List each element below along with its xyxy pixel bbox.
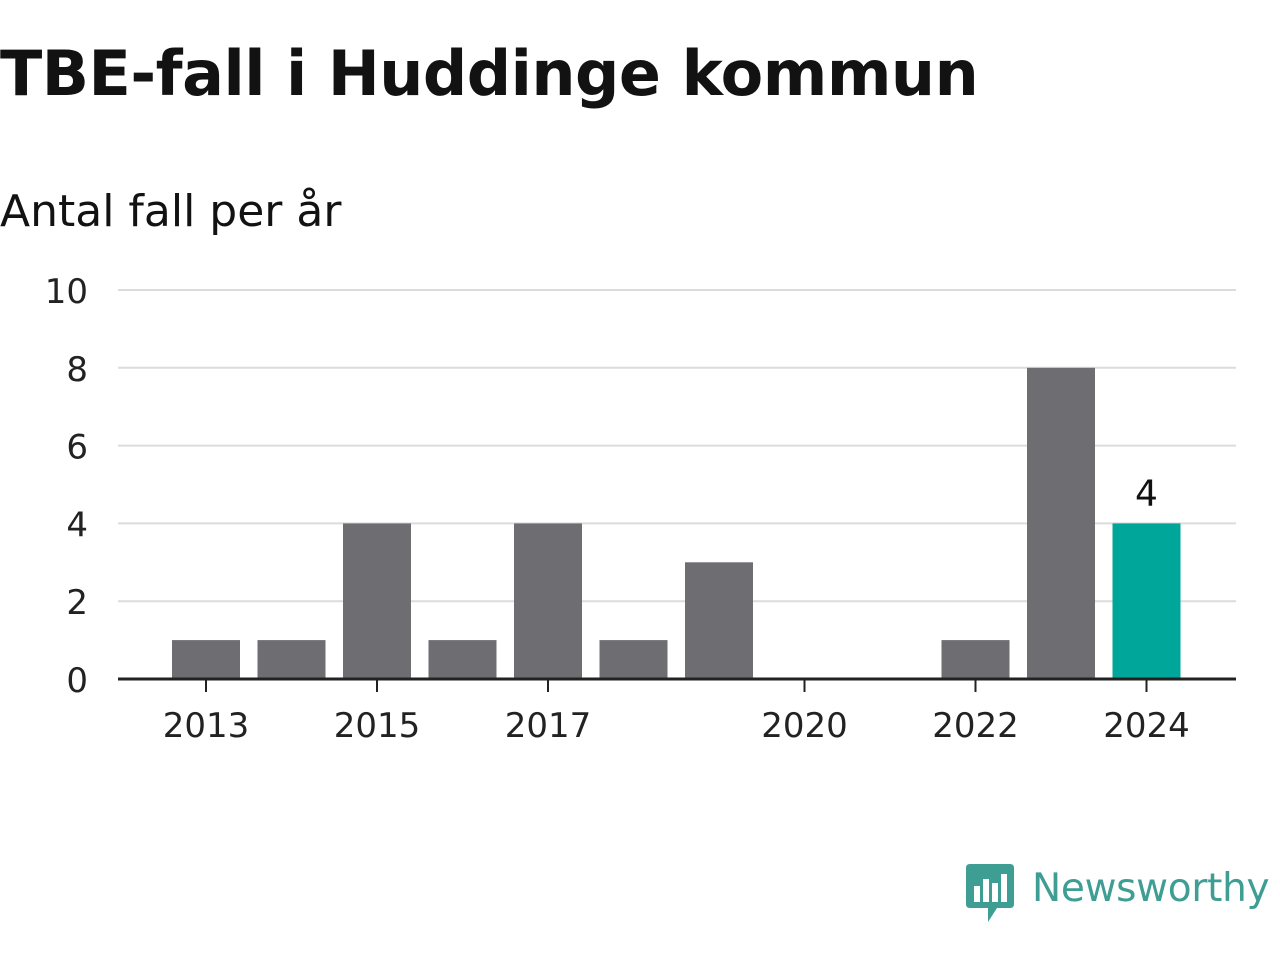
- logo-bar-1: [974, 886, 980, 902]
- logo-bar-3: [992, 883, 998, 902]
- bar: [428, 640, 497, 679]
- bar-highlight: [1112, 523, 1181, 679]
- x-tick-label: 2017: [505, 706, 592, 746]
- bar: [343, 523, 411, 679]
- data-label: 4: [1135, 473, 1158, 514]
- logo-bar-2: [983, 879, 989, 902]
- chart-title: TBE-fall i Huddinge kommun: [0, 37, 979, 110]
- bar: [257, 640, 326, 679]
- newsworthy-logo-icon: [966, 864, 1014, 922]
- y-tick-label: 4: [66, 505, 88, 545]
- y-tick-label: 2: [66, 583, 88, 623]
- bars: [172, 367, 1181, 679]
- x-tick-label: 2024: [1103, 706, 1190, 746]
- bar: [1027, 367, 1095, 679]
- chart-subtitle: Antal fall per år: [0, 186, 342, 237]
- bar: [514, 523, 582, 679]
- bar: [599, 640, 668, 679]
- bar: [685, 562, 753, 679]
- x-tick-label: 2015: [334, 706, 421, 746]
- brand-logo: Newsworthy: [964, 862, 1270, 926]
- x-tick-label: 2020: [761, 706, 848, 746]
- x-tick-label: 2022: [932, 706, 1019, 746]
- bar: [941, 640, 1010, 679]
- bar: [172, 640, 240, 679]
- logo-bar-4: [1001, 874, 1007, 902]
- brand-name: Newsworthy: [1032, 866, 1270, 911]
- labels: 0 2 4 6 8 10 4 2013 2015 2017 2020 2022 2024: [45, 272, 1190, 746]
- y-tick-label: 8: [66, 350, 88, 390]
- y-tick-label: 10: [45, 272, 88, 312]
- x-tick-label: 2013: [163, 706, 250, 746]
- y-tick-label: 6: [66, 428, 88, 468]
- x-axis: [118, 677, 1236, 692]
- y-tick-label: 0: [66, 661, 88, 701]
